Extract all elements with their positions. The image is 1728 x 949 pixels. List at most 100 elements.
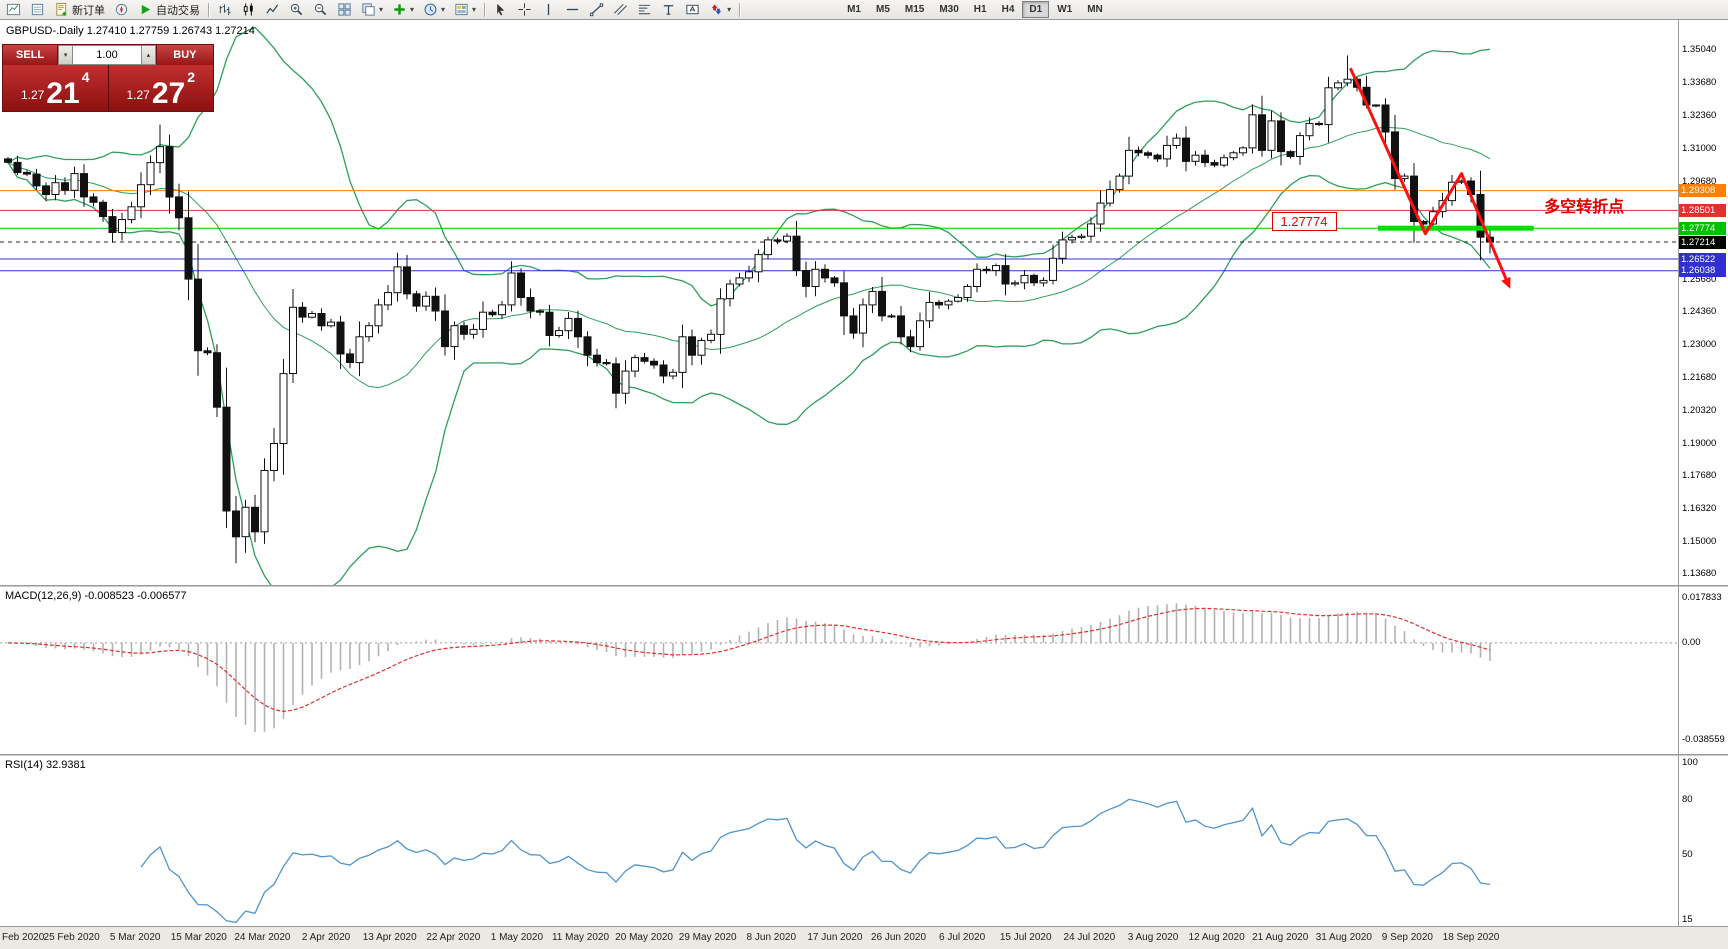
auto-trading-label: 自动交易 [156,4,200,17]
templates-button[interactable]: ▾ [450,1,480,19]
rsi-axis-tick: 80 [1682,793,1693,805]
date-axis-label: 24 Mar 2020 [234,932,291,943]
timeframe-w1-button[interactable]: W1 [1057,4,1073,15]
auto-trading-button[interactable]: 自动交易 [134,1,204,19]
buy-price-panel[interactable]: 1.27 27 2 [109,65,214,111]
chart-title: GBPUSD-.Daily 1.27410 1.27759 1.26743 1.… [6,25,255,37]
buy-price-big: 27 [151,77,186,110]
date-axis[interactable]: Feb 2020 25 Feb 2020 5 Mar 2020 15 Mar 2020… [0,926,1728,949]
date-axis-label: 17 Jun 2020 [807,932,863,943]
line-chart-icon [266,4,279,14]
crosshair-tool-button[interactable] [513,1,536,19]
data-window-icon [31,3,44,16]
rsi-indicator-label: RSI(14) 32.9381 [5,759,86,771]
price-axis-tick: 1.33680 [1682,77,1717,89]
toolbar-separator [208,2,209,17]
timeframe-mn-button[interactable]: MN [1087,4,1103,15]
tile-windows-button[interactable] [333,1,356,19]
date-axis-label: 12 Aug 2020 [1188,932,1245,943]
candlestick-chart-button[interactable] [237,1,260,19]
timeframe-toolbar: M1 M5 M15 M30 H1 H4 D1 W1 MN [840,1,1110,18]
date-axis-label: 26 Jun 2020 [870,932,927,943]
new-order-label: 新订单 [72,4,105,17]
price-axis-tick: 1.25680 [1682,273,1717,285]
toolbar-separator [484,2,486,17]
navigator-button[interactable] [110,1,133,19]
trendline-tool-button[interactable] [585,1,608,19]
vertical-line-icon [547,3,550,16]
cursor-tool-button[interactable] [489,1,512,19]
add-indicator-icon [394,4,405,15]
price-axis-tick: 1.19000 [1682,437,1717,449]
sell-button[interactable]: SELL [3,45,59,65]
line-chart-button[interactable] [261,1,284,19]
price-axis-tick: 1.16320 [1682,503,1717,515]
chevron-down-icon: ▾ [410,4,415,14]
date-axis-label: 31 Aug 2020 [1315,932,1372,943]
macd-indicator-canvas[interactable] [0,588,1678,754]
arrows-tool-button[interactable]: ▾ [705,1,735,19]
chart-ohlc-values: 1.27410 1.27759 1.26743 1.27214 [86,25,255,37]
price-axis-tick: 1.24360 [1682,306,1717,317]
date-axis-label: 6 Jul 2020 [939,932,986,943]
panel-splitter[interactable] [0,585,1728,588]
rsi-axis-tick: 50 [1682,849,1693,861]
sell-price-big: 21 [46,77,80,110]
volume-input[interactable] [73,45,142,65]
candlestick-chart-icon [243,3,253,16]
date-axis-label: 8 Jun 2020 [746,932,797,943]
text-label-tool-button[interactable] [681,1,704,19]
text-label-icon [686,4,699,15]
timeframe-d1-button[interactable]: D1 [1022,1,1050,18]
price-axis-tick: 1.35040 [1682,44,1717,55]
data-window-button[interactable] [26,1,49,19]
indicators-button[interactable]: ▾ [388,1,418,19]
panel-splitter[interactable] [0,754,1728,757]
new-order-button[interactable]: 新订单 [50,1,109,19]
buy-price-pip: 2 [187,69,196,85]
tile-windows-icon [338,3,351,16]
buy-price-prefix: 1.27 [126,88,150,102]
turning-point-annotation[interactable]: 多空转折点 [1544,199,1625,217]
sell-price-pip: 4 [81,69,90,85]
timeframe-h4-button[interactable]: H4 [1001,4,1015,15]
rsi-indicator-canvas[interactable] [0,757,1678,926]
buy-button[interactable]: BUY [155,45,213,65]
date-axis-label: 25 Feb 2020 [43,932,100,943]
volume-increase-button[interactable]: ▴ [141,45,156,65]
fibonacci-tool-button[interactable] [633,1,656,19]
date-axis-label: Feb 2020 [2,932,45,943]
price-level-annotation-box[interactable]: 1.27774 [1271,211,1337,231]
bar-chart-button[interactable] [213,1,236,19]
new-chart-button[interactable] [2,1,25,19]
chevron-down-icon: ▾ [472,4,477,14]
price-axis-level-tag: 1.27774 [1679,221,1726,235]
text-icon [663,5,674,15]
sell-price-panel[interactable]: 1.27 21 4 [3,65,108,111]
horizontal-line-tool-button[interactable] [561,1,584,19]
main-price-chart-canvas[interactable] [0,20,1678,585]
date-axis-label: 22 Apr 2020 [426,932,481,943]
periods-button[interactable]: ▾ [419,1,449,19]
macd-axis-tick: -0.038559 [1682,734,1725,745]
timeframe-m15-button[interactable]: M15 [904,4,925,15]
timeframe-m5-button[interactable]: M5 [875,4,890,15]
chart-window-icon [6,3,21,16]
zoom-out-button[interactable] [309,1,332,19]
text-tool-button[interactable] [657,1,680,19]
timeframe-m1-button[interactable]: M1 [847,4,861,15]
volume-decrease-button[interactable]: ▾ [58,45,74,65]
vertical-line-tool-button[interactable] [537,1,560,19]
date-axis-label: 21 Aug 2020 [1252,932,1309,943]
date-axis-label: 5 Mar 2020 [109,932,161,943]
channel-tool-button[interactable] [609,1,632,19]
zoom-in-icon [290,3,303,16]
date-axis-label: 13 Apr 2020 [362,932,417,943]
timeframe-m30-button[interactable]: M30 [939,4,959,15]
zoom-in-button[interactable] [285,1,308,19]
cascade-windows-button[interactable]: ▾ [357,1,387,19]
chevron-down-icon: ▾ [379,4,384,14]
rsi-axis-tick: 100 [1682,757,1698,768]
timeframe-h1-button[interactable]: H1 [973,4,987,15]
